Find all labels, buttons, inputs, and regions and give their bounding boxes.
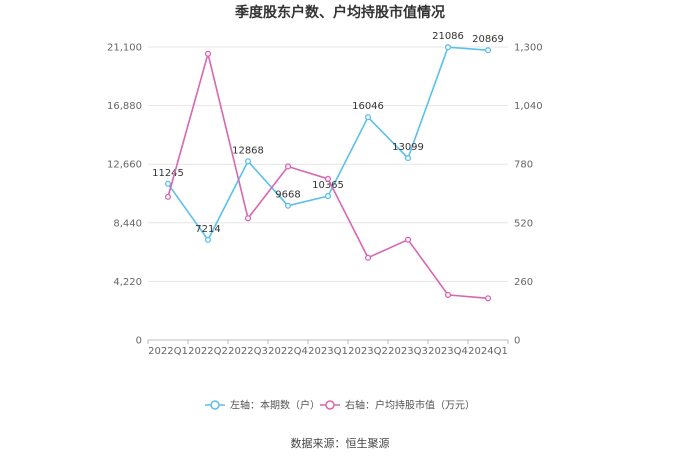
- left-tick-label: 0: [136, 336, 142, 347]
- grid-lines: [148, 46, 508, 341]
- left-tick-label: 21,100: [107, 43, 142, 54]
- data-point: [364, 114, 372, 121]
- legend-marker: [210, 400, 220, 410]
- data-point: [364, 254, 372, 261]
- left-axis: 0 4,220 8,440 12,660 16,880 21,100: [107, 43, 142, 347]
- x-axis: 2022Q1 2022Q2 2022Q3 2022Q4 2023Q1 2023Q2 2023…: [147, 340, 509, 357]
- data-label: 7214: [195, 224, 220, 235]
- data-label: 9668: [275, 190, 300, 201]
- data-point: [284, 202, 292, 209]
- data-label: 10365: [312, 180, 344, 191]
- x-tick-label: 2023Q1: [308, 346, 348, 357]
- data-point: [444, 44, 452, 51]
- data-point: [284, 163, 292, 170]
- x-tick-label: 2023Q2: [348, 346, 388, 357]
- data-label: 20869: [472, 34, 504, 45]
- data-point: [484, 47, 492, 54]
- x-tick-label: 2022Q2: [188, 346, 228, 357]
- left-tick-label: 4,220: [113, 277, 142, 288]
- right-axis: 0 260 520 780 1,040 1,300: [514, 43, 543, 347]
- right-tick-label: 520: [514, 218, 533, 229]
- data-point: [244, 215, 252, 222]
- data-point: [444, 291, 452, 298]
- data-label: 13099: [392, 142, 424, 153]
- right-tick-label: 0: [514, 336, 520, 347]
- data-point: [244, 158, 252, 165]
- left-tick-label: 8,440: [113, 218, 142, 229]
- right-tick-label: 780: [514, 160, 533, 171]
- data-point: [164, 180, 172, 187]
- data-point: [204, 50, 212, 57]
- x-tick-label: 2023Q3: [388, 346, 428, 357]
- left-tick-label: 12,660: [107, 160, 142, 171]
- data-label: 16046: [352, 101, 384, 112]
- x-tick-label: 2024Q1: [468, 346, 508, 357]
- x-tick-label: 2022Q4: [268, 346, 308, 357]
- legend-marker: [325, 400, 335, 410]
- left-tick-label: 16,880: [107, 101, 142, 112]
- data-label: 11245: [152, 168, 184, 179]
- x-tick-label: 2022Q3: [228, 346, 268, 357]
- data-point: [484, 295, 492, 302]
- series-line-0: [167, 46, 489, 242]
- data-point: [164, 193, 172, 200]
- x-tick-label: 2023Q4: [428, 346, 468, 357]
- legend-label: 左轴：本期数（户）: [230, 399, 320, 412]
- x-tick-label: 2022Q1: [148, 346, 188, 357]
- legend: 左轴：本期数（户） 右轴：户均持股市值（万元）: [205, 399, 475, 412]
- right-tick-label: 1,300: [514, 43, 543, 54]
- chart-title: 季度股东户数、户均持股市值情况: [234, 4, 445, 21]
- legend-label: 右轴：户均持股市值（万元）: [345, 399, 475, 412]
- data-point: [404, 236, 412, 243]
- right-tick-label: 260: [514, 277, 533, 288]
- data-point: [324, 193, 332, 200]
- data-label: 21086: [432, 31, 464, 42]
- data-point: [204, 236, 212, 243]
- series-layer: 11245 7214 12868 9668 10365 16046 13099 21086 20…: [152, 31, 504, 302]
- data-point: [404, 155, 412, 162]
- data-point: [324, 175, 332, 182]
- data-source: 数据来源：恒生聚源: [291, 436, 390, 450]
- right-tick-label: 1,040: [514, 101, 543, 112]
- data-label: 12868: [232, 145, 264, 156]
